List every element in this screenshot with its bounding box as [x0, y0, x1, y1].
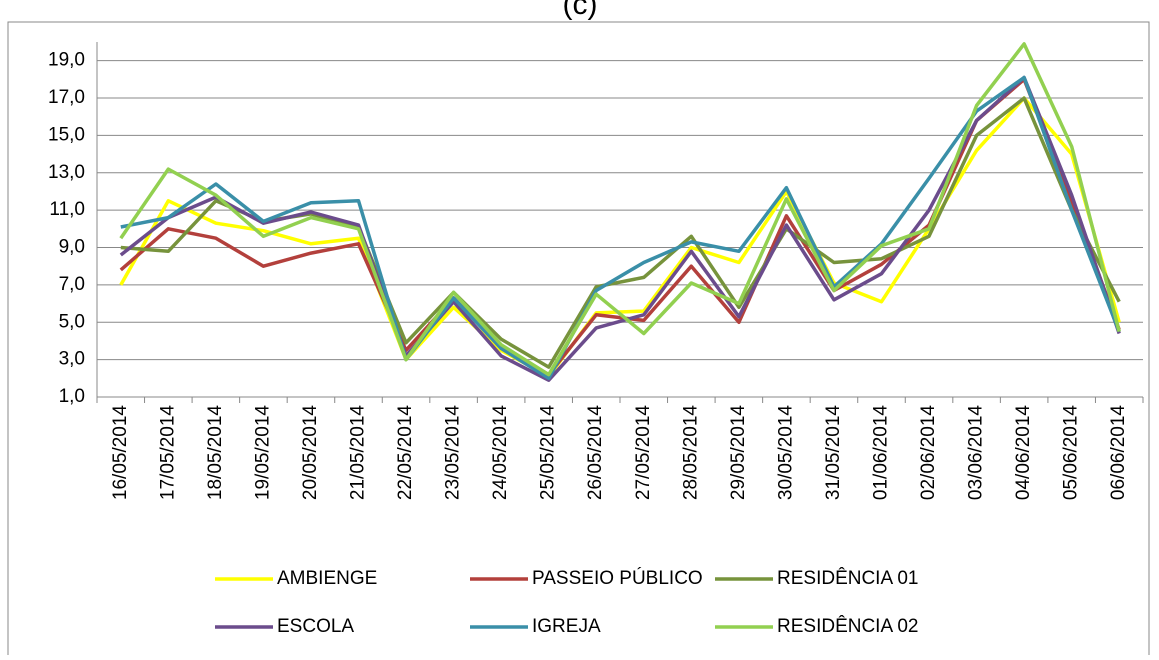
series-line: [119, 42, 1121, 377]
x-tick-label: 20/05/2014: [300, 405, 321, 501]
x-tick-label: 30/05/2014: [775, 405, 796, 501]
x-tick-label: 31/05/2014: [823, 405, 844, 501]
x-tick-label: 26/05/2014: [585, 405, 606, 501]
legend-label: RESIDÊNCIA 02: [777, 615, 919, 637]
y-tick-label: 7,0: [59, 274, 85, 295]
y-tick-label: 19,0: [48, 50, 85, 71]
x-tick-label: 29/05/2014: [728, 405, 749, 501]
x-tick-label: 28/05/2014: [680, 405, 701, 501]
x-tick-label: 19/05/2014: [252, 405, 273, 501]
y-tick-label: 11,0: [49, 199, 85, 220]
x-tick-label: 27/05/2014: [633, 405, 654, 501]
x-tick-label: 17/05/2014: [157, 405, 178, 501]
x-tick-label: 03/06/2014: [966, 405, 987, 501]
x-tick-label: 02/06/2014: [918, 405, 939, 501]
x-tick-label: 18/05/2014: [205, 405, 226, 501]
legend-label: IGREJA: [532, 616, 601, 637]
x-tick-label: 16/05/2014: [110, 405, 131, 501]
legend-label: ESCOLA: [277, 616, 354, 637]
y-tick-label: 5,0: [59, 311, 85, 332]
x-tick-label: 22/05/2014: [395, 405, 416, 501]
x-tick-label: 24/05/2014: [490, 405, 511, 501]
y-tick-label: 3,0: [59, 349, 85, 370]
y-tick-label: 17,0: [48, 87, 85, 108]
series-line: [120, 75, 1121, 381]
x-tick-label: 04/06/2014: [1013, 405, 1034, 501]
x-tick-label: 01/06/2014: [871, 405, 892, 501]
x-tick-label: 25/05/2014: [538, 405, 559, 501]
y-tick-label: 1,0: [59, 386, 85, 407]
chart-title: (c): [563, 0, 598, 21]
legend-label: PASSEIO PÚBLICO: [532, 567, 703, 589]
x-tick-label: 05/06/2014: [1061, 405, 1082, 501]
y-tick-label: 9,0: [59, 237, 85, 258]
series-line: [119, 77, 1121, 377]
legend-label: RESIDÊNCIA 01: [777, 567, 919, 589]
chart-frame: [7, 21, 1150, 660]
y-tick-label: 15,0: [48, 124, 85, 145]
x-tick-label: 23/05/2014: [443, 405, 464, 501]
y-tick-label: 13,0: [48, 162, 85, 183]
x-tick-label: 06/06/2014: [1108, 405, 1129, 501]
legend-label: AMBIENGE: [277, 568, 377, 589]
x-tick-label: 21/05/2014: [348, 405, 369, 501]
